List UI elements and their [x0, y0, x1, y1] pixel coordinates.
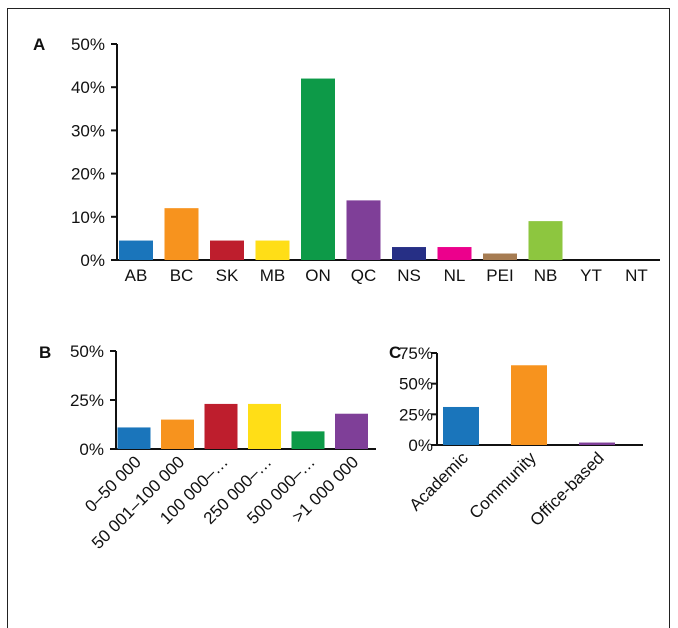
panel-letter-b: B [39, 343, 51, 362]
bar-0-50-000 [117, 427, 151, 449]
bar-sk [210, 240, 244, 260]
x-tick-label: SK [216, 266, 239, 285]
bar-academic [443, 406, 479, 445]
x-tick-label: ON [305, 266, 331, 285]
bar-mb [255, 240, 290, 260]
y-tick-label: 50% [70, 342, 104, 361]
y-tick-label: 25% [70, 391, 104, 410]
y-tick-label: 0% [408, 436, 433, 455]
y-tick-label: 75% [399, 344, 433, 363]
y-tick-label: 0% [80, 251, 105, 270]
bar-nb [528, 221, 563, 260]
bar-ab [119, 240, 153, 260]
bar-pei [483, 253, 517, 260]
y-tick-label: 30% [71, 121, 105, 140]
x-tick-label: MB [260, 266, 286, 285]
x-tick-label: QC [351, 266, 377, 285]
bar-qc [346, 200, 381, 260]
y-tick-label: 25% [399, 405, 433, 424]
bar-250-000- [248, 403, 281, 449]
y-tick-label: 0% [79, 440, 104, 459]
panel-c-chart: C 0% 25% 50% 75% AcademicCommunityOffice-base… [389, 343, 643, 530]
y-tick-label: 10% [71, 208, 105, 227]
panel-letter-a: A [33, 35, 45, 54]
x-tick-label: YT [580, 266, 602, 285]
panel-a-chart: A 0% 10% 20% 30% 40% 50% AB BC SK MB ON QC NS NL PEI NB Y… [33, 35, 660, 285]
x-tick-label: NS [397, 266, 421, 285]
x-tick-label: NL [444, 266, 466, 285]
bar-100-000- [204, 403, 238, 449]
x-tick-label: AB [125, 266, 148, 285]
bar-bc [164, 208, 199, 260]
bar-50-001-100-000 [161, 419, 194, 449]
y-tick-label: 50% [71, 35, 105, 54]
figure-frame [7, 8, 670, 628]
x-tick-label: Community [466, 448, 541, 523]
bar-ns [392, 247, 426, 260]
x-tick-label: BC [170, 266, 194, 285]
bar-community [511, 365, 547, 445]
bar-500-000- [291, 431, 325, 449]
y-tick-label: 40% [71, 78, 105, 97]
x-tick-label: Office-based [526, 448, 607, 529]
panel-letter-c: C [389, 343, 401, 362]
bar-on [301, 78, 335, 260]
bar--1-000-000 [335, 413, 368, 449]
x-tick-label: PEI [486, 266, 513, 285]
figure-svg: A0%10%20%30%40%50%AB BC SK MB ON QC NS NL PEI NB Y… [33, 35, 660, 553]
y-tick-label: 20% [71, 165, 105, 184]
bar-office-based [579, 442, 615, 445]
y-tick-label: 50% [399, 375, 433, 394]
x-tick-label: NB [534, 266, 558, 285]
bar-nl [437, 247, 472, 260]
x-tick-label: Academic [406, 448, 473, 515]
x-tick-label: NT [625, 266, 648, 285]
